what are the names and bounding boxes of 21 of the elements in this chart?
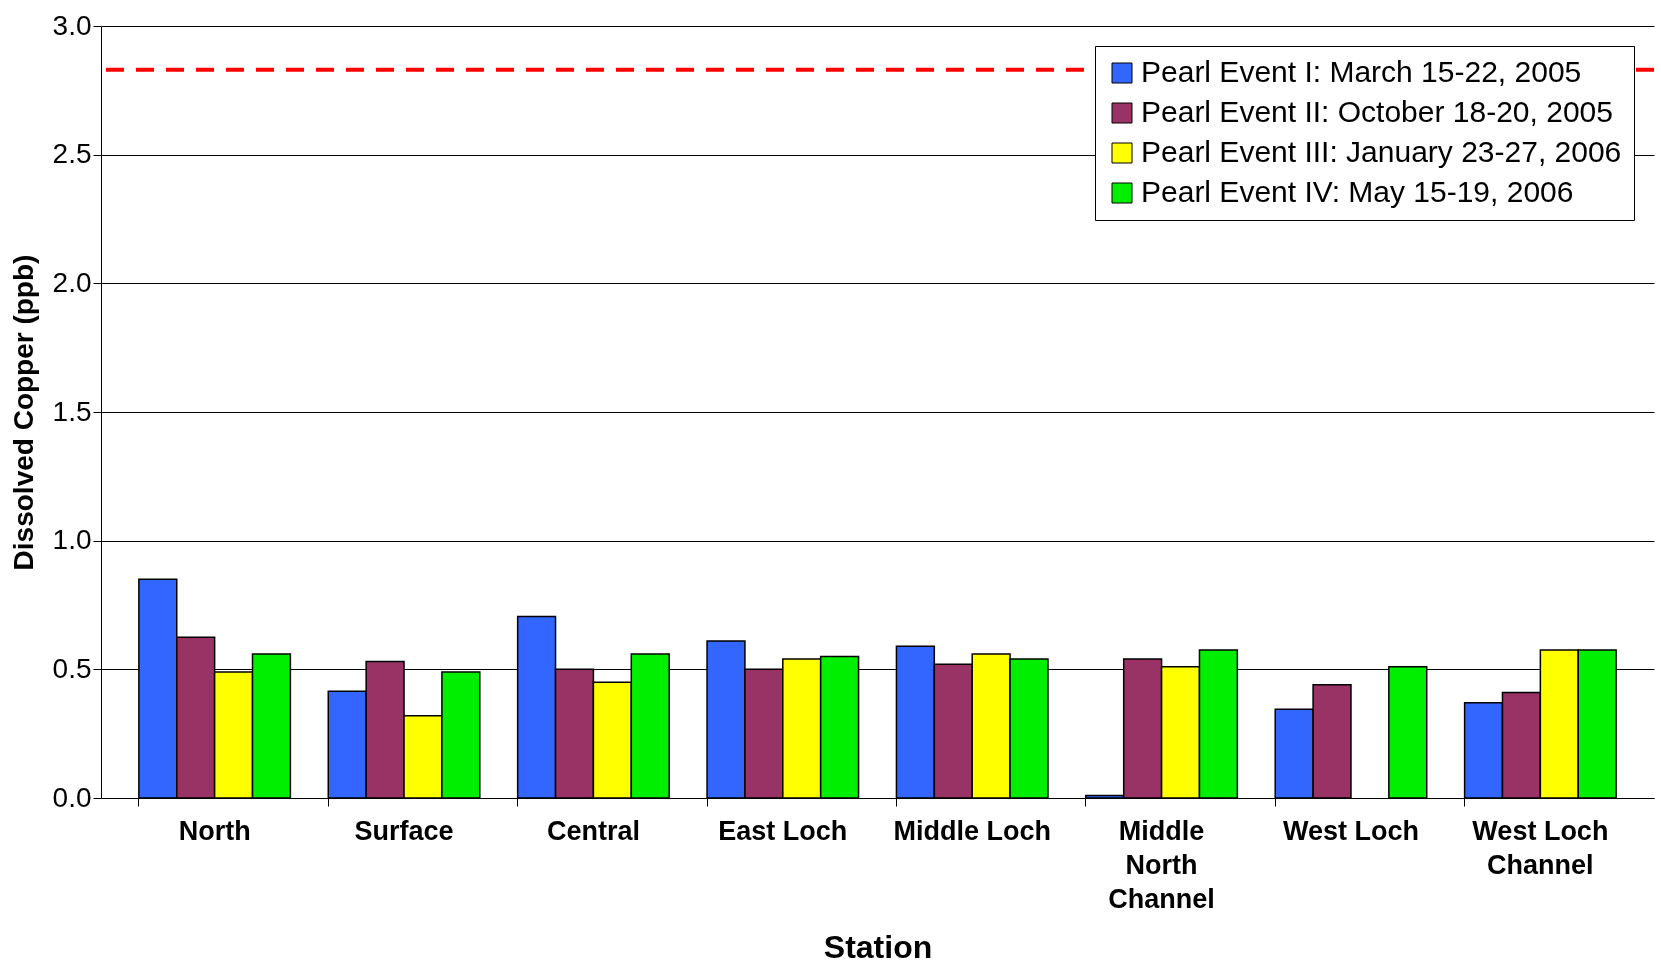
y-tick-label: 3.0 — [52, 9, 92, 41]
legend-label: Pearl Event I: March 15-22, 2005 — [1141, 55, 1582, 88]
x-tick-label: East Loch — [718, 815, 848, 846]
y-tick-label: 2.5 — [52, 138, 92, 170]
legend-label: Pearl Event III: January 23-27, 2006 — [1141, 135, 1622, 168]
y-tick-label: 0.0 — [52, 781, 92, 813]
y-tick-label: 2.0 — [52, 266, 92, 298]
x-tick-label: North — [178, 815, 251, 846]
y-tick-label: 1.5 — [52, 395, 92, 427]
x-tick-label: Middle Loch — [893, 815, 1051, 846]
legend-label: Pearl Event IV: May 15-19, 2006 — [1141, 175, 1574, 208]
x-tick-label: Central — [546, 815, 640, 846]
x-tick-label: Middle North Channel — [1108, 815, 1215, 914]
x-tick-label: West Loch Channel — [1472, 815, 1609, 880]
x-tick-label: West Loch — [1282, 815, 1419, 846]
y-tick-label: 0.5 — [52, 652, 92, 684]
legend-label: Pearl Event II: October 18-20, 2005 — [1141, 95, 1613, 128]
x-tick-label: Surface — [354, 815, 454, 846]
y-axis-title: Dissolved Copper (ppb) — [7, 254, 39, 571]
x-axis-title: Station — [823, 928, 933, 965]
y-tick-label: 1.0 — [52, 524, 92, 556]
